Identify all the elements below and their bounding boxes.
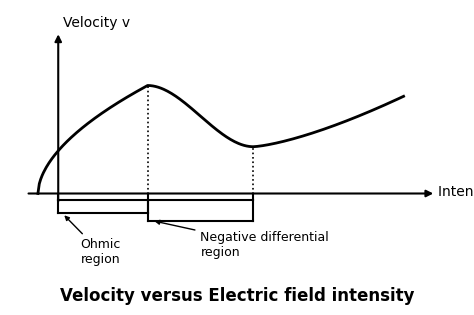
Text: Intensity E: Intensity E <box>438 185 474 199</box>
Text: Velocity versus Electric field intensity: Velocity versus Electric field intensity <box>60 287 414 305</box>
Text: Velocity v: Velocity v <box>63 16 130 30</box>
Text: Negative differential
region: Negative differential region <box>156 220 329 259</box>
Text: Ohmic
region: Ohmic region <box>65 216 121 266</box>
